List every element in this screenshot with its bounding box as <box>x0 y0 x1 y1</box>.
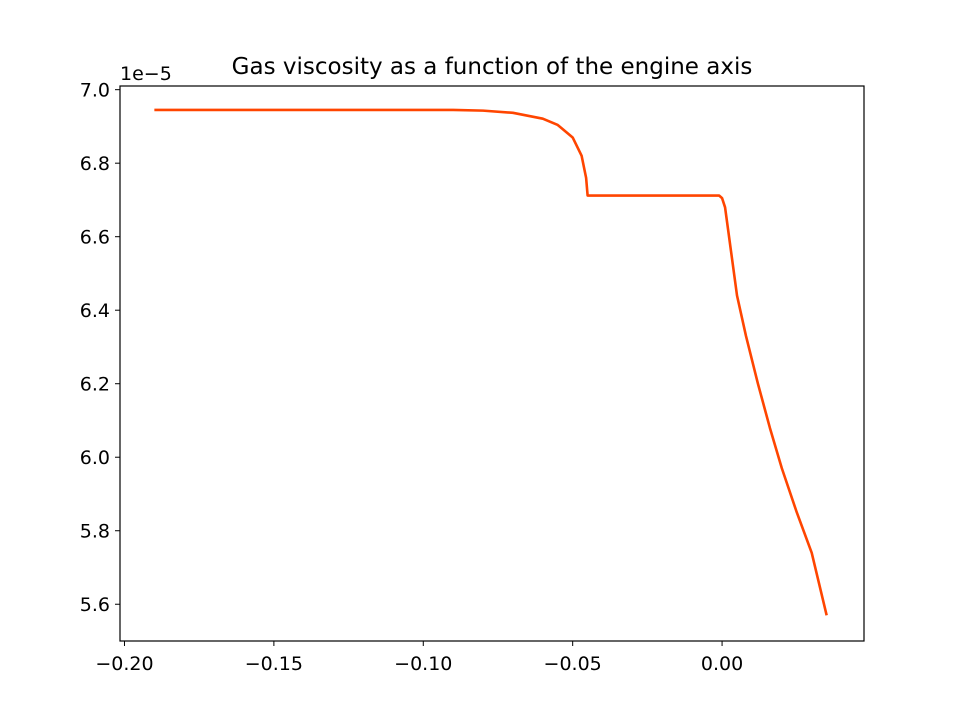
y-tick-label: 6.0 <box>80 447 110 469</box>
x-tick-label: −0.20 <box>95 653 153 675</box>
x-tick-label: −0.05 <box>544 653 602 675</box>
y-tick-label: 7.0 <box>80 80 110 102</box>
x-tick-label: −0.10 <box>394 653 452 675</box>
y-tick-label: 6.2 <box>80 374 110 396</box>
y-tick-label: 5.6 <box>80 594 110 616</box>
x-axis: −0.20 −0.15 −0.10 −0.05 0.00 <box>95 641 743 675</box>
y-offset-label: 1e−5 <box>120 63 172 85</box>
series-layer <box>154 108 828 616</box>
y-tick-label: 5.8 <box>80 521 110 543</box>
chart-title: Gas viscosity as a function of the engin… <box>232 54 753 80</box>
series-line <box>154 108 828 616</box>
y-tick-label: 6.8 <box>80 153 110 175</box>
x-tick-label: 0.00 <box>701 653 743 675</box>
y-tick-label: 6.4 <box>80 300 110 322</box>
plot-frame <box>119 85 865 642</box>
y-axis: 5.6 5.8 6.0 6.2 6.4 6.6 6.8 7.0 <box>80 80 120 616</box>
x-tick-label: −0.15 <box>245 653 303 675</box>
y-tick-label: 6.6 <box>80 227 110 249</box>
